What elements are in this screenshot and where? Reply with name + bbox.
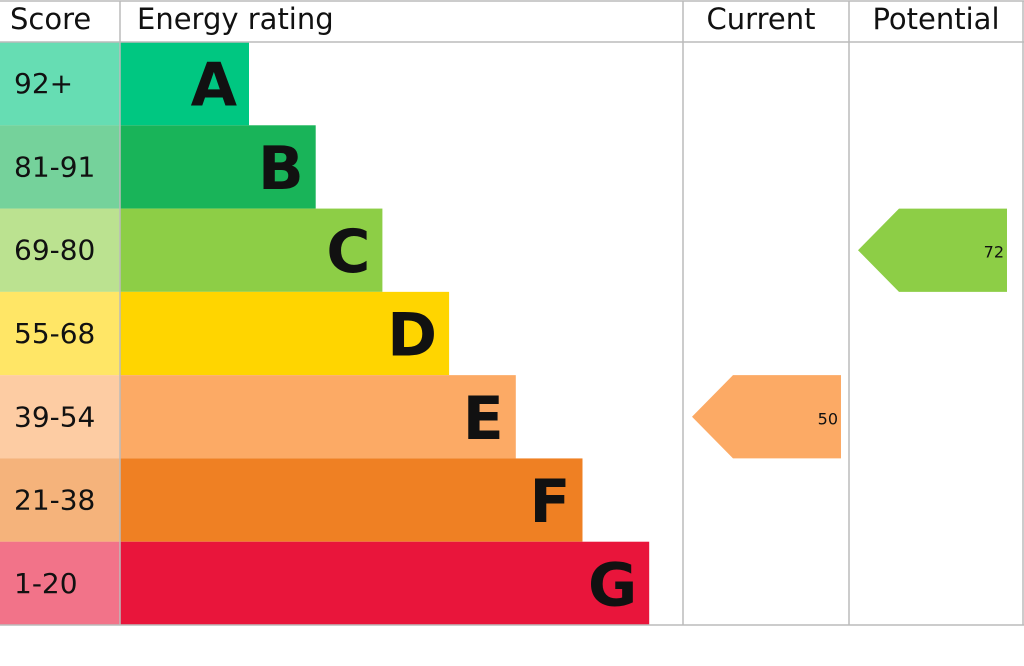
- score-range: 81-91: [14, 150, 95, 183]
- rating-bar: [120, 42, 249, 126]
- rating-bar: [120, 541, 650, 625]
- rating-letter: G: [588, 550, 637, 620]
- header-current: Current: [707, 2, 816, 36]
- header-rating: Energy rating: [137, 2, 334, 36]
- score-range: 39-54: [14, 400, 95, 433]
- current-value: 50: [818, 409, 838, 428]
- current-arrow: [692, 375, 841, 459]
- score-cell: [0, 375, 120, 459]
- score-cell: [0, 291, 120, 376]
- score-range: 92+: [14, 67, 73, 100]
- rating-bar: [120, 291, 450, 376]
- header-potential: Potential: [872, 2, 999, 36]
- score-range: 55-68: [14, 317, 95, 350]
- rating-bar: [120, 458, 583, 542]
- rating-letter: D: [387, 301, 437, 371]
- score-cell: [0, 125, 120, 209]
- score-cell: [0, 541, 120, 625]
- score-cell: [0, 458, 120, 542]
- rating-bar: [120, 375, 516, 459]
- score-cell: [0, 42, 120, 126]
- rating-letter: A: [191, 51, 238, 121]
- rating-bar: [120, 125, 316, 209]
- score-range: 69-80: [14, 234, 95, 267]
- rating-letter: E: [463, 384, 504, 454]
- score-cell: [0, 208, 120, 292]
- rating-letter: F: [530, 467, 571, 537]
- rating-letter: B: [258, 134, 304, 204]
- rating-letter: C: [326, 217, 370, 287]
- potential-value: 72: [984, 243, 1004, 262]
- rating-bar: [120, 208, 383, 292]
- potential-arrow: [858, 208, 1007, 292]
- score-range: 1-20: [14, 567, 78, 600]
- score-range: 21-38: [14, 484, 95, 517]
- header-score: Score: [10, 2, 91, 36]
